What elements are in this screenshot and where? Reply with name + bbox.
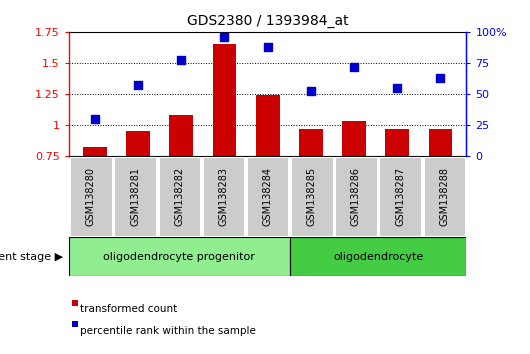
Bar xyxy=(335,158,377,235)
Bar xyxy=(290,237,466,276)
Bar xyxy=(247,158,288,235)
Bar xyxy=(429,129,453,156)
Text: oligodendrocyte progenitor: oligodendrocyte progenitor xyxy=(103,252,255,262)
Text: GSM138284: GSM138284 xyxy=(263,167,272,226)
Bar xyxy=(202,158,244,235)
Point xyxy=(220,34,228,40)
Bar xyxy=(69,237,290,276)
Text: GSM138287: GSM138287 xyxy=(395,167,405,226)
Bar xyxy=(385,129,409,156)
Bar xyxy=(83,147,107,156)
Bar xyxy=(213,44,236,156)
Text: percentile rank within the sample: percentile rank within the sample xyxy=(80,326,255,336)
Text: oligodendrocyte: oligodendrocyte xyxy=(333,252,423,262)
Text: GSM138288: GSM138288 xyxy=(439,167,449,226)
Bar xyxy=(170,115,193,156)
Text: GSM138282: GSM138282 xyxy=(174,167,184,226)
Bar xyxy=(256,95,279,156)
Point xyxy=(134,82,142,88)
Text: GSM138281: GSM138281 xyxy=(130,167,140,226)
Point xyxy=(177,57,186,63)
Bar xyxy=(379,158,421,235)
Bar xyxy=(342,121,366,156)
Point xyxy=(393,85,402,91)
Point xyxy=(307,88,315,94)
Text: GSM138285: GSM138285 xyxy=(307,167,317,226)
Point xyxy=(263,44,272,50)
Bar xyxy=(70,158,112,235)
Bar xyxy=(126,131,150,156)
Title: GDS2380 / 1393984_at: GDS2380 / 1393984_at xyxy=(187,14,348,28)
Text: development stage ▶: development stage ▶ xyxy=(0,252,64,262)
Bar xyxy=(299,129,323,156)
Text: GSM138283: GSM138283 xyxy=(218,167,228,226)
Bar xyxy=(291,158,333,235)
Text: transformed count: transformed count xyxy=(80,304,176,314)
Point xyxy=(91,116,99,121)
Bar xyxy=(158,158,200,235)
Text: GSM138286: GSM138286 xyxy=(351,167,361,226)
Bar xyxy=(423,158,465,235)
Point xyxy=(436,75,445,81)
Point xyxy=(350,64,358,69)
Text: GSM138280: GSM138280 xyxy=(86,167,96,226)
Bar xyxy=(114,158,156,235)
